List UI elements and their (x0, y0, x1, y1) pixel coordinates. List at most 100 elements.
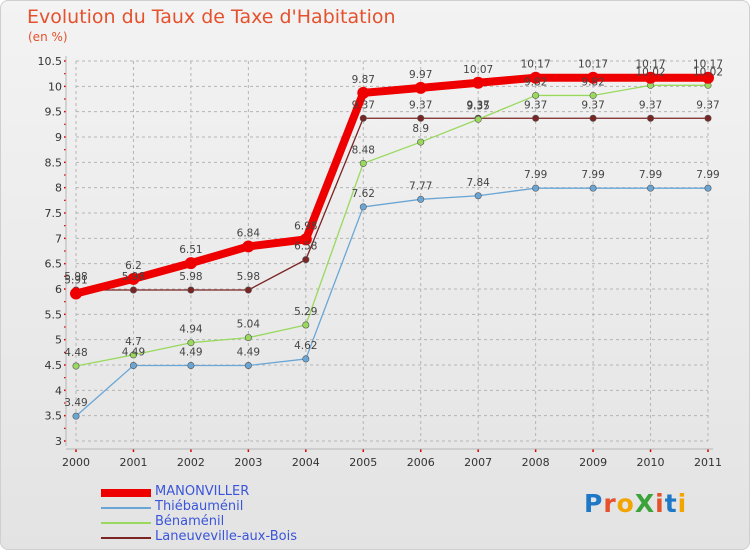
data-point-laneuveville-aux-bois (704, 114, 712, 122)
data-point-laneuveville-aux-bois (302, 256, 310, 264)
data-label: 6.51 (179, 244, 202, 256)
data-label: 9.82 (581, 76, 604, 88)
legend-swatch (101, 522, 151, 524)
data-point-laneuveville-aux-bois (244, 286, 252, 294)
data-point-thi-baum-nil (704, 184, 712, 192)
data-point-laneuveville-aux-bois (359, 114, 367, 122)
data-label: 9.37 (696, 99, 719, 111)
legend-swatch (101, 489, 151, 497)
logo-letter: o (616, 489, 635, 518)
x-tick-label: 2005 (349, 456, 377, 469)
logo-letter: i (677, 489, 688, 518)
x-tick-label: 2008 (522, 456, 550, 469)
legend-swatch (101, 507, 151, 509)
data-point-b-nam-nil (474, 115, 482, 123)
y-tick-label: 4.5 (45, 359, 63, 372)
data-label: 9.97 (409, 69, 432, 81)
data-label: 6.2 (125, 260, 142, 272)
data-label: 9.37 (466, 99, 489, 111)
y-tick-label: 6.5 (45, 258, 63, 271)
x-tick-label: 2009 (579, 456, 607, 469)
y-tick-label: 10 (48, 80, 62, 93)
data-label: 5.98 (179, 271, 202, 283)
logo-letter: i (655, 489, 665, 518)
legend-label: MANONVILLER (155, 484, 250, 499)
data-point-manonviller (184, 257, 197, 270)
y-tick-label: 10.5 (38, 55, 63, 68)
y-tick-label: 6 (55, 283, 62, 296)
data-label: 9.37 (581, 99, 604, 111)
data-point-laneuveville-aux-bois (647, 114, 655, 122)
data-label: 10.17 (636, 59, 666, 71)
data-point-manonviller (299, 233, 312, 246)
y-tick-label: 7 (55, 232, 62, 245)
data-label: 10.02 (693, 66, 723, 78)
data-point-thi-baum-nil (647, 184, 655, 192)
data-label: 7.84 (466, 177, 490, 189)
x-tick-label: 2006 (407, 456, 435, 469)
data-point-laneuveville-aux-bois (532, 114, 540, 122)
data-point-b-nam-nil (359, 159, 367, 167)
data-point-manonviller (529, 71, 542, 84)
data-point-thi-baum-nil (302, 355, 310, 363)
data-label: 5.98 (237, 271, 260, 283)
data-point-manonviller (242, 240, 255, 253)
data-label: 10.17 (693, 59, 723, 71)
data-point-laneuveville-aux-bois (589, 114, 597, 122)
data-label: 8.9 (412, 123, 429, 135)
series-line-b-nam-nil (75, 84, 709, 367)
data-point-thi-baum-nil (474, 192, 482, 200)
data-point-thi-baum-nil (72, 412, 80, 420)
data-label: 6.98 (294, 220, 317, 232)
data-label: 5.91 (64, 275, 87, 287)
data-point-b-nam-nil (72, 362, 80, 370)
data-label: 3.49 (64, 397, 87, 409)
data-point-b-nam-nil (417, 138, 425, 146)
data-label: 4.62 (294, 340, 317, 352)
axes: 3 3.5 4 4.5 5 5.5 6 6.5 7 7.5 8 8.5 9 9.5 10 10.5 2000 20… (38, 55, 723, 469)
data-point-manonviller (357, 86, 370, 99)
x-tick-label: 2011 (694, 456, 722, 469)
logo-letter: r (603, 489, 617, 518)
data-point-thi-baum-nil (417, 195, 425, 203)
x-tick-label: 2000 (62, 456, 90, 469)
y-tick-label: 9.5 (45, 106, 63, 119)
data-label: 9.87 (352, 74, 375, 86)
data-label: 4.94 (179, 324, 203, 336)
x-tick-label: 2010 (637, 456, 665, 469)
proxiti-logo: ProXiti (584, 489, 687, 518)
x-tick-label: 2002 (177, 456, 205, 469)
x-tick-label: 2004 (292, 456, 320, 469)
data-label: 4.49 (179, 347, 202, 359)
y-tick-label: 5.5 (45, 308, 63, 321)
data-point-manonviller (472, 76, 485, 89)
y-tick-label: 7.5 (45, 207, 63, 220)
legend-label: Laneuveville-aux-Bois (155, 529, 297, 544)
data-point-b-nam-nil (187, 339, 195, 347)
series-line-manonviller (72, 73, 712, 298)
data-point-thi-baum-nil (129, 362, 137, 370)
legend-label: Thiébauménil (155, 499, 244, 514)
data-label: 9.37 (524, 99, 547, 111)
y-tick-label: 3 (55, 435, 62, 448)
data-label: 7.99 (639, 169, 662, 181)
data-label: 9.35 (466, 100, 489, 112)
x-tick-label: 2003 (234, 456, 262, 469)
data-point-laneuveville-aux-bois (129, 286, 137, 294)
data-label: 9.37 (639, 99, 662, 111)
data-label: 5.98 (122, 271, 145, 283)
logo-letter: X (634, 489, 656, 518)
data-point-thi-baum-nil (532, 184, 540, 192)
data-point-b-nam-nil (244, 334, 252, 342)
y-tick-label: 9 (55, 131, 62, 144)
data-label: 4.49 (237, 347, 260, 359)
data-label: 5.98 (64, 271, 87, 283)
data-label: 4.7 (125, 336, 142, 348)
data-label: 6.58 (294, 241, 317, 253)
data-point-thi-baum-nil (589, 184, 597, 192)
logo-letter: P (584, 489, 604, 518)
series-lines (70, 71, 714, 420)
data-label: 10.02 (636, 66, 666, 78)
y-tick-label: 8 (55, 182, 62, 195)
